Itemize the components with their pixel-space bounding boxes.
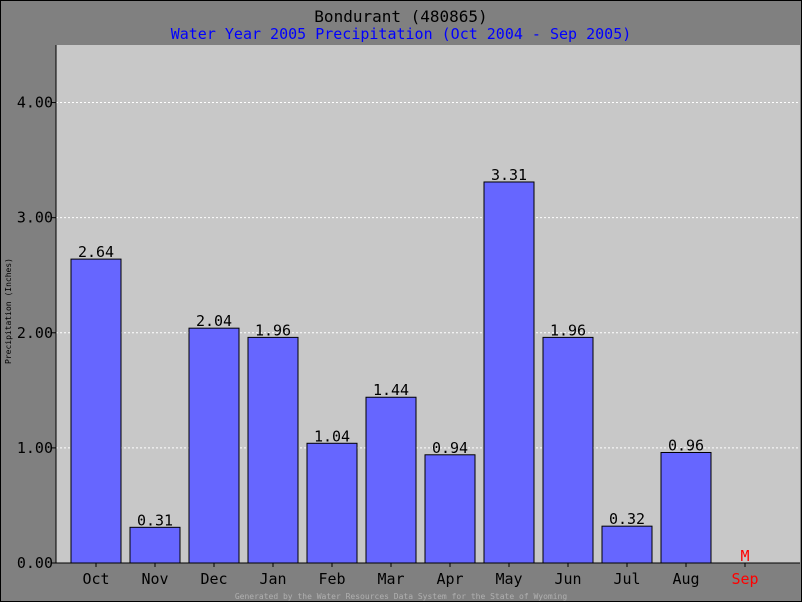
data-label: 2.64 xyxy=(78,243,114,261)
y-tick-label: 2.00 xyxy=(17,324,53,342)
data-label: 1.96 xyxy=(255,321,291,339)
bar-feb xyxy=(306,442,358,564)
missing-label: M xyxy=(740,547,749,565)
bars: 2.64 0.31 2.04 1.96 1.04 1.44 0.94 3.31 1.96 0.32… xyxy=(70,166,750,565)
data-label: 1.04 xyxy=(314,427,350,445)
bar-jul xyxy=(601,525,653,564)
x-tick-label: Apr xyxy=(436,570,463,588)
x-ticks: Oct Nov Dec Jan Feb Mar Apr May Jun Jul Aug Sep xyxy=(82,563,759,588)
bar-jun xyxy=(542,336,594,564)
bar-oct xyxy=(70,258,122,564)
y-tick-label: 1.00 xyxy=(17,439,53,457)
x-tick-label: Jul xyxy=(613,570,640,588)
bar-jan xyxy=(247,336,299,564)
x-tick-label: May xyxy=(495,570,522,588)
x-tick-label: Dec xyxy=(200,570,227,588)
bar-mar xyxy=(365,396,417,564)
bar-dec xyxy=(188,327,240,564)
x-tick-label: Oct xyxy=(82,570,109,588)
data-label: 1.44 xyxy=(373,381,409,399)
chart-title: Bondurant (480865) xyxy=(314,7,487,26)
x-tick-label: Jun xyxy=(554,570,581,588)
x-tick-label: Mar xyxy=(377,570,404,588)
y-ticks: 0.00 1.00 2.00 3.00 4.00 xyxy=(17,94,56,572)
footer-credit: Generated by the Water Resources Data Sy… xyxy=(235,592,568,601)
x-tick-label: Feb xyxy=(318,570,345,588)
y-tick-label: 3.00 xyxy=(17,209,53,227)
data-label: 3.31 xyxy=(491,166,527,184)
gridlines xyxy=(56,102,800,449)
y-tick-label: 0.00 xyxy=(17,554,53,572)
x-tick-label: Sep xyxy=(731,570,758,588)
chart-subtitle: Water Year 2005 Precipitation (Oct 2004 … xyxy=(171,25,632,43)
x-tick-label: Jan xyxy=(259,570,286,588)
data-label: 1.96 xyxy=(550,321,586,339)
data-label: 0.32 xyxy=(609,510,645,528)
y-tick-label: 4.00 xyxy=(17,94,53,112)
bar-apr xyxy=(424,454,476,564)
data-label: 0.31 xyxy=(137,511,173,529)
data-label: 0.96 xyxy=(668,436,704,454)
y-axis-label: Precipitation (Inches) xyxy=(4,258,13,364)
bar-may xyxy=(483,181,535,564)
data-label: 0.94 xyxy=(432,439,468,457)
bar-aug xyxy=(660,451,712,564)
x-tick-label: Nov xyxy=(141,570,168,588)
bar-nov xyxy=(129,526,181,564)
data-label: 2.04 xyxy=(196,312,232,330)
x-tick-label: Aug xyxy=(672,570,699,588)
